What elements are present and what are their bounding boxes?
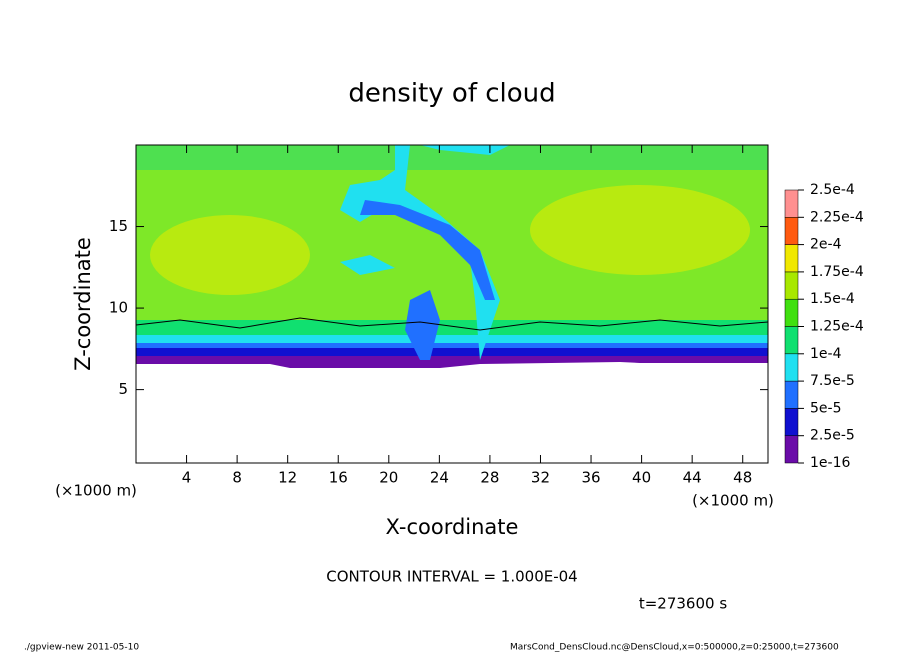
colorbar-box xyxy=(784,244,799,273)
colorbar-label: 2.5e-5 xyxy=(810,428,855,444)
colorbar-label: 1.75e-4 xyxy=(810,264,864,280)
colorbar-box xyxy=(784,217,799,245)
colorbar-label: 2e-4 xyxy=(810,237,842,253)
x-tick-label: 28 xyxy=(480,469,499,487)
x-unit: (×1000 m) xyxy=(692,492,774,510)
x-tick-label: 16 xyxy=(329,469,348,487)
colorbar-label: 1e-4 xyxy=(810,346,842,362)
x-tick-label: 8 xyxy=(232,469,242,487)
colorbar-box xyxy=(784,408,799,436)
colorbar-box xyxy=(784,298,799,327)
x-tick-label: 40 xyxy=(632,469,651,487)
colorbar-box xyxy=(784,326,799,355)
field xyxy=(135,145,769,463)
chart-title: density of cloud xyxy=(348,79,555,109)
y-axis-label: Z-coordinate xyxy=(71,237,95,371)
x-tick-label: 4 xyxy=(182,469,192,487)
x-tick-label: 36 xyxy=(581,469,600,487)
colorbar-label: 2.25e-4 xyxy=(810,209,864,225)
colorbar-box xyxy=(784,271,799,300)
x-tick-label: 12 xyxy=(278,469,297,487)
colorbar-label: 1e-16 xyxy=(810,455,850,471)
colorbar-box xyxy=(784,435,799,464)
x-tick-label: 24 xyxy=(430,469,449,487)
y-tick-label: 15 xyxy=(109,217,128,235)
plot-frame xyxy=(135,144,769,464)
colorbar-box xyxy=(784,189,799,218)
colorbar-label: 1.25e-4 xyxy=(810,319,864,335)
y-tick-label: 10 xyxy=(109,299,128,317)
colorbar-label: 7.5e-5 xyxy=(810,373,855,389)
colorbar-box xyxy=(784,380,799,409)
footer-right: MarsCond_DensCloud.nc@DensCloud,x=0:5000… xyxy=(510,643,839,653)
x-tick-label: 32 xyxy=(531,469,550,487)
colorbar-box xyxy=(784,353,799,382)
y-tick-label: 5 xyxy=(118,380,128,398)
x-axis-label: X-coordinate xyxy=(386,515,519,539)
x-tick-label: 48 xyxy=(733,469,752,487)
footer-left: ./gpview-new 2011-05-10 xyxy=(24,643,139,653)
x-tick-label: 20 xyxy=(379,469,398,487)
colorbar-label: 5e-5 xyxy=(810,400,841,416)
contour-interval: CONTOUR INTERVAL = 1.000E-04 xyxy=(326,568,577,586)
x-tick-label: 44 xyxy=(683,469,702,487)
y-unit: (×1000 m) xyxy=(55,482,137,500)
colorbar-label: 1.5e-4 xyxy=(810,291,855,307)
time-label: t=273600 s xyxy=(639,595,727,613)
colorbar-label: 2.5e-4 xyxy=(810,182,855,198)
